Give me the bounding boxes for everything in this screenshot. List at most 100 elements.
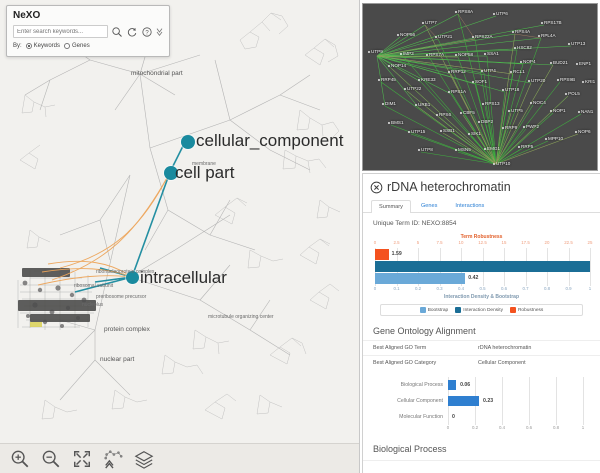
radio-genes-dot: [64, 43, 71, 49]
gene-node[interactable]: [518, 146, 520, 148]
gene-node[interactable]: [493, 13, 495, 15]
gene-node[interactable]: [512, 31, 514, 33]
go-category-row: Biological Process 0.06: [370, 377, 593, 393]
expand-icon[interactable]: [156, 27, 163, 37]
gene-node[interactable]: [481, 70, 483, 72]
gene-node[interactable]: [484, 53, 486, 55]
refresh-icon[interactable]: [126, 26, 138, 38]
search-icon[interactable]: [111, 26, 123, 38]
ontology-tree-view[interactable]: cellular_component cell part intracellul…: [0, 0, 360, 473]
gene-node[interactable]: [482, 103, 484, 105]
gene-node[interactable]: [508, 110, 510, 112]
gene-node[interactable]: [388, 122, 390, 124]
help-icon[interactable]: ?: [141, 26, 153, 38]
gene-node[interactable]: [455, 54, 457, 56]
gene-node[interactable]: [528, 80, 530, 82]
tree-graph[interactable]: [0, 0, 360, 473]
gene-node[interactable]: [550, 110, 552, 112]
gridline: [583, 409, 584, 425]
gene-node[interactable]: [510, 71, 512, 73]
gene-node[interactable]: [455, 11, 457, 13]
hub-node-intracellular[interactable]: [126, 271, 139, 284]
go-row-term: Best Aligned GO Term rDNA heterochromati…: [363, 340, 600, 355]
gene-node[interactable]: [550, 62, 552, 64]
graph-toolbar[interactable]: [0, 443, 359, 473]
gene-node[interactable]: [460, 112, 462, 114]
gene-node[interactable]: [382, 103, 384, 105]
gene-node[interactable]: [541, 22, 543, 24]
axis-tick-bottom: 0.5: [479, 286, 486, 291]
gene-node[interactable]: [448, 71, 450, 73]
gene-node[interactable]: [565, 93, 567, 95]
gene-network-view[interactable]: RPS8A UTP6 UTP7 RPS17B NOP56 UTP21 RPS22A RPS4A…: [362, 3, 598, 171]
tab-summary[interactable]: Summary: [371, 200, 411, 213]
chart-bars: 1.59 0.42: [370, 248, 593, 286]
search-panel[interactable]: NeXO ? By:: [6, 5, 170, 57]
gene-node[interactable]: [368, 51, 370, 53]
gene-node[interactable]: [538, 35, 540, 37]
gene-node[interactable]: [404, 88, 406, 90]
legend-label-robustness: Robustness: [517, 307, 544, 313]
gene-node[interactable]: [582, 81, 584, 83]
zoom-out-icon[interactable]: [41, 449, 61, 469]
gridline: [502, 377, 503, 393]
gene-node[interactable]: [468, 133, 470, 135]
gene-node[interactable]: [415, 104, 417, 106]
axis-tick-top: 5: [416, 240, 420, 245]
gene-node[interactable]: [422, 22, 424, 24]
go-category-bars: Biological Process 0.06 Cellular Component…: [370, 377, 593, 425]
layers-icon[interactable]: [134, 449, 154, 469]
gene-node[interactable]: [578, 111, 580, 113]
gene-node[interactable]: [478, 121, 480, 123]
unique-term-id: Unique Term ID: NEXO:8854: [373, 220, 457, 227]
hub-node-cellular-component[interactable]: [181, 135, 195, 149]
chart-legend: Bootstrap Interaction Density Robustness: [380, 304, 583, 316]
gridline: [529, 409, 530, 425]
gene-node[interactable]: [435, 36, 437, 38]
gridline: [583, 393, 584, 409]
fit-to-screen-icon[interactable]: [72, 449, 92, 469]
gene-node[interactable]: [568, 43, 570, 45]
gene-node[interactable]: [472, 36, 474, 38]
gene-node[interactable]: [520, 61, 522, 63]
gene-node[interactable]: [523, 126, 525, 128]
gene-node[interactable]: [440, 130, 442, 132]
go-key-category: Best Aligned GO Category: [373, 360, 437, 366]
radio-keywords[interactable]: Keywords: [25, 43, 60, 49]
gene-node[interactable]: [557, 79, 559, 81]
gene-node[interactable]: [472, 81, 474, 83]
zoom-in-icon[interactable]: [10, 449, 30, 469]
gene-node[interactable]: [530, 102, 532, 104]
axis-tick: 1: [581, 425, 585, 430]
gene-node[interactable]: [575, 131, 577, 133]
gene-node[interactable]: [400, 53, 402, 55]
close-circle-icon[interactable]: [370, 181, 383, 194]
gene-node[interactable]: [397, 34, 399, 36]
radio-genes-label: Genes: [72, 43, 90, 49]
gene-node[interactable]: [514, 47, 516, 49]
tab-genes[interactable]: Genes: [420, 203, 438, 209]
gene-node[interactable]: [502, 127, 504, 129]
gene-node[interactable]: [418, 79, 420, 81]
gene-node[interactable]: [576, 63, 578, 65]
axis-tick-top: 0: [373, 240, 377, 245]
axis-tick-top: 22.5: [564, 240, 573, 245]
gene-node[interactable]: [455, 149, 457, 151]
collapse-graph-icon[interactable]: [103, 449, 123, 469]
hub-node-cell-part[interactable]: [164, 166, 178, 180]
radio-genes[interactable]: Genes: [64, 43, 90, 49]
gene-node[interactable]: [545, 138, 547, 140]
gene-node[interactable]: [502, 89, 504, 91]
tab-interactions[interactable]: Interactions: [455, 203, 485, 209]
gene-node[interactable]: [493, 163, 495, 165]
gene-node[interactable]: [426, 54, 428, 56]
gene-node[interactable]: [448, 91, 450, 93]
search-input[interactable]: [13, 25, 108, 38]
gene-node[interactable]: [408, 131, 410, 133]
detail-tabs[interactable]: Summary Genes Interactions: [363, 196, 600, 213]
gene-node[interactable]: [418, 149, 420, 151]
gene-node[interactable]: [388, 65, 390, 67]
gene-node[interactable]: [436, 114, 438, 116]
gene-node[interactable]: [484, 148, 486, 150]
gene-node[interactable]: [378, 79, 380, 81]
